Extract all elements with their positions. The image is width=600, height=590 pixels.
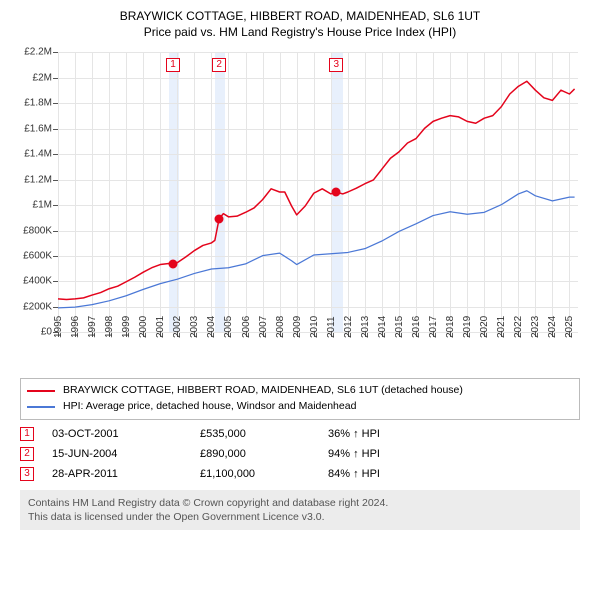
transactions-table: 1 03-OCT-2001 £535,000 36% ↑ HPI 2 15-JU… <box>20 424 580 484</box>
x-axis-label: 2020 <box>479 316 490 338</box>
transaction-marker-icon: 3 <box>20 467 34 481</box>
x-axis-label: 2017 <box>428 316 439 338</box>
y-axis-label: £600K <box>23 251 58 262</box>
legend-item-hpi: HPI: Average price, detached house, Wind… <box>27 399 573 415</box>
x-axis-label: 2024 <box>547 316 558 338</box>
transaction-date: 28-APR-2011 <box>52 468 182 480</box>
y-axis-label: £200K <box>23 301 58 312</box>
x-axis-label: 2021 <box>496 316 507 338</box>
legend-label: BRAYWICK COTTAGE, HIBBERT ROAD, MAIDENHE… <box>63 383 463 399</box>
sale-marker-icon: 2 <box>212 58 226 72</box>
x-axis-label: 2009 <box>292 316 303 338</box>
x-axis-label: 2001 <box>155 316 166 338</box>
y-axis-label: £1.4M <box>24 149 58 160</box>
legend-item-property: BRAYWICK COTTAGE, HIBBERT ROAD, MAIDENHE… <box>27 383 573 399</box>
x-axis-label: 2010 <box>309 316 320 338</box>
x-axis-label: 2000 <box>138 316 149 338</box>
y-axis-label: £1M <box>33 200 58 211</box>
chart-title-line2: Price paid vs. HM Land Registry's House … <box>10 24 590 40</box>
sale-marker-icon: 3 <box>329 58 343 72</box>
x-axis-label: 2014 <box>377 316 388 338</box>
y-axis-label: £800K <box>23 225 58 236</box>
transaction-delta: 84% ↑ HPI <box>328 468 448 480</box>
x-axis-label: 2013 <box>360 316 371 338</box>
legend: BRAYWICK COTTAGE, HIBBERT ROAD, MAIDENHE… <box>20 378 580 420</box>
x-axis-label: 2012 <box>343 316 354 338</box>
price-chart: 123 £0£200K£400K£600K£800K£1M£1.2M£1.4M£… <box>10 42 590 372</box>
x-axis-label: 2025 <box>564 316 575 338</box>
transaction-row: 3 28-APR-2011 £1,100,000 84% ↑ HPI <box>20 464 580 484</box>
chart-series <box>58 52 578 332</box>
chart-title: BRAYWICK COTTAGE, HIBBERT ROAD, MAIDENHE… <box>10 8 590 40</box>
x-axis-label: 1995 <box>53 316 64 338</box>
transaction-price: £1,100,000 <box>200 468 310 480</box>
x-axis-label: 2011 <box>326 317 337 339</box>
transaction-date: 15-JUN-2004 <box>52 448 182 460</box>
legend-label: HPI: Average price, detached house, Wind… <box>63 399 356 415</box>
y-axis-label: £1.8M <box>24 98 58 109</box>
y-axis-label: £1.6M <box>24 123 58 134</box>
legend-swatch <box>27 406 55 408</box>
x-axis-label: 2022 <box>513 316 524 338</box>
sale-marker-icon: 1 <box>166 58 180 72</box>
transaction-delta: 94% ↑ HPI <box>328 448 448 460</box>
sale-point-icon <box>215 215 224 224</box>
license-footnote: Contains HM Land Registry data © Crown c… <box>20 490 580 530</box>
transaction-row: 1 03-OCT-2001 £535,000 36% ↑ HPI <box>20 424 580 444</box>
x-axis-label: 1996 <box>70 316 81 338</box>
x-axis-label: 2019 <box>462 316 473 338</box>
transaction-price: £535,000 <box>200 428 310 440</box>
y-axis-label: £1.2M <box>24 174 58 185</box>
x-axis-label: 2023 <box>530 316 541 338</box>
transaction-delta: 36% ↑ HPI <box>328 428 448 440</box>
transaction-date: 03-OCT-2001 <box>52 428 182 440</box>
x-axis-label: 2003 <box>189 316 200 338</box>
transaction-price: £890,000 <box>200 448 310 460</box>
x-axis-label: 2002 <box>172 316 183 338</box>
sale-point-icon <box>332 188 341 197</box>
x-axis-label: 2015 <box>394 316 405 338</box>
plot-area: 123 £0£200K£400K£600K£800K£1M£1.2M£1.4M£… <box>58 52 578 332</box>
x-axis-label: 2018 <box>445 316 456 338</box>
x-axis-label: 1999 <box>121 316 132 338</box>
x-axis-label: 2005 <box>223 316 234 338</box>
x-axis-label: 2004 <box>206 316 217 338</box>
y-axis-label: £400K <box>23 276 58 287</box>
y-axis-label: £2M <box>33 72 58 83</box>
legend-swatch <box>27 390 55 392</box>
x-axis-label: 1998 <box>104 316 115 338</box>
y-axis-label: £2.2M <box>24 47 58 58</box>
x-axis-label: 1997 <box>87 316 98 338</box>
x-axis-label: 2007 <box>258 316 269 338</box>
footnote-line: Contains HM Land Registry data © Crown c… <box>28 496 572 510</box>
x-axis-label: 2008 <box>275 316 286 338</box>
chart-title-line1: BRAYWICK COTTAGE, HIBBERT ROAD, MAIDENHE… <box>10 8 590 24</box>
transaction-marker-icon: 1 <box>20 427 34 441</box>
x-axis-label: 2016 <box>411 316 422 338</box>
transaction-row: 2 15-JUN-2004 £890,000 94% ↑ HPI <box>20 444 580 464</box>
transaction-marker-icon: 2 <box>20 447 34 461</box>
footnote-line: This data is licensed under the Open Gov… <box>28 510 572 524</box>
x-axis-label: 2006 <box>241 316 252 338</box>
sale-point-icon <box>169 260 178 269</box>
